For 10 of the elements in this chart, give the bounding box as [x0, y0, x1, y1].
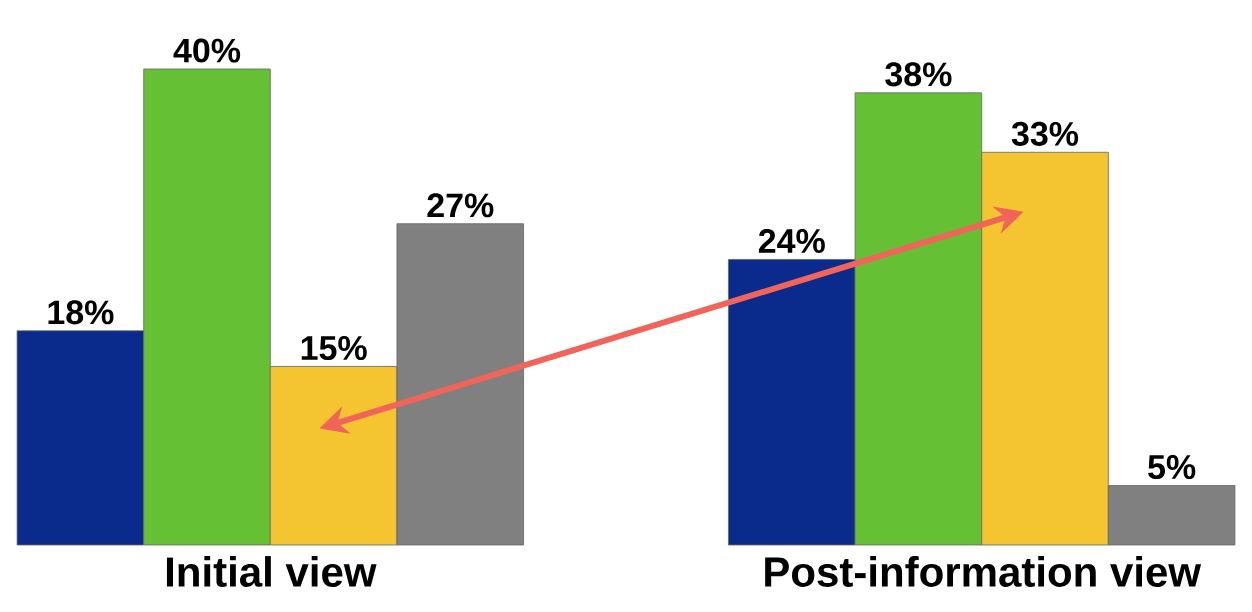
x-tick-label: Post-information view: [765, 556, 1202, 587]
data-label: 15%: [301, 336, 367, 361]
data-label: 33%: [1011, 121, 1079, 146]
x-tick-label: Initial view: [166, 556, 377, 587]
data-label: 38%: [885, 62, 952, 87]
data-label: 40%: [173, 38, 241, 63]
data-label: 5%: [1148, 455, 1196, 480]
data-label: 24%: [758, 229, 825, 253]
data-label: 18%: [48, 300, 114, 325]
data-label: 27%: [427, 193, 494, 218]
